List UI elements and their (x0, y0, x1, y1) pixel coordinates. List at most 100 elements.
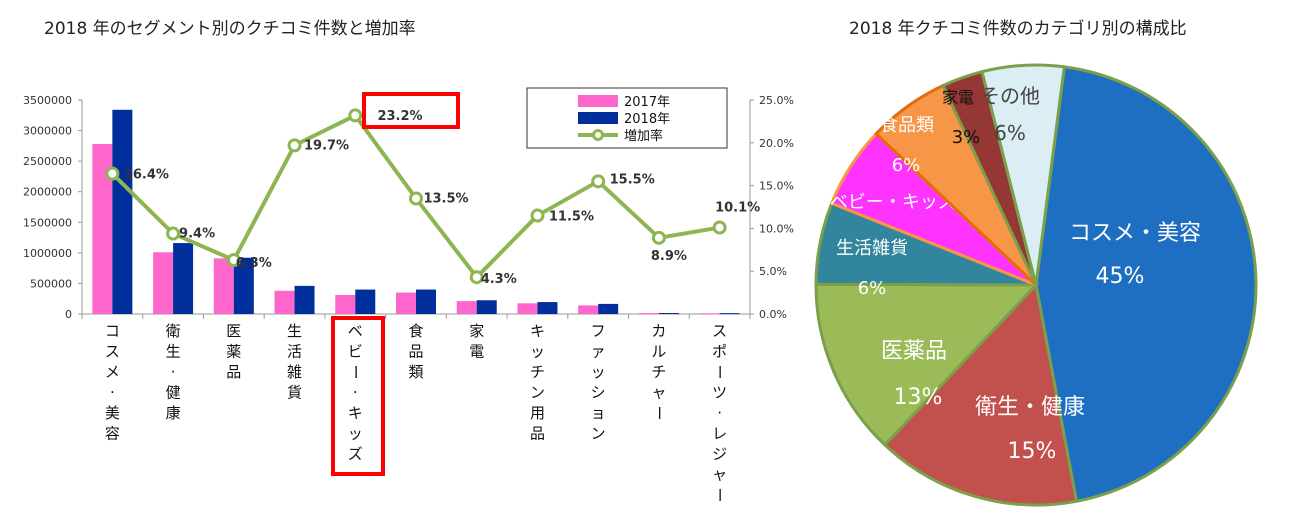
x-tick-label: 健 (166, 384, 181, 402)
bar-2018 (598, 303, 619, 314)
x-tick-label: ョ (591, 404, 606, 422)
pie-slice-value: 3% (952, 127, 981, 148)
growth-rate-point (226, 253, 241, 268)
legend-label: 2018年 (624, 112, 670, 127)
legend-label: 2017年 (624, 95, 670, 110)
y-tick-label: 1000000 (23, 247, 72, 260)
pie-slice-value: 13% (894, 385, 943, 410)
y-tick-label: 3000000 (23, 125, 72, 138)
growth-rate-label: 16.4% (124, 168, 169, 183)
x-tick-label: ャ (712, 466, 727, 484)
bar-2017 (92, 144, 113, 314)
growth-rate-label: 13.5% (423, 191, 468, 206)
growth-rate-label: 8.9% (651, 249, 687, 264)
x-tick-label: · (717, 404, 722, 422)
growth-rate-label: 23.2% (377, 109, 422, 124)
y2-tick-label: 25.0% (759, 94, 794, 107)
x-tick-label: · (171, 363, 176, 381)
x-tick-label: 家 (469, 322, 484, 340)
x-tick-label: ー (650, 405, 668, 420)
pie-slice-value: 6% (858, 278, 887, 299)
pie-slice-value: 6% (892, 155, 921, 176)
growth-rate-point (409, 191, 423, 206)
legend-box (526, 87, 728, 149)
y-tick-label: 0 (65, 308, 72, 321)
bar-2017 (699, 313, 720, 315)
pie-slice (814, 282, 1040, 447)
growth-rate-point (469, 270, 484, 285)
bar-chart-title: 2018 年のセグメント別のクチコミ件数と増加率 (44, 19, 416, 39)
growth-rate-point (712, 220, 727, 235)
y-tick-label: 500000 (30, 277, 72, 290)
x-tick-label: ポ (712, 343, 727, 361)
legend-swatch (578, 112, 618, 124)
x-tick-label: · (110, 384, 115, 402)
x-tick-label: 貨 (287, 384, 302, 402)
growth-rate-label: 19.7% (304, 138, 349, 153)
bar-2017 (153, 252, 174, 314)
bar-2018 (173, 243, 194, 314)
pie-slice (1034, 65, 1258, 503)
x-tick-label: 電 (469, 343, 484, 361)
x-tick-label: ー (346, 364, 364, 379)
bar-2018 (537, 302, 558, 314)
growth-rate-point (166, 226, 181, 241)
x-tick-label: レ (712, 425, 727, 443)
growth-rate-point (348, 108, 363, 123)
highlight-box-rate (362, 92, 460, 129)
growth-rate-point (530, 208, 545, 223)
x-tick-label: キ (348, 404, 363, 422)
x-tick-label: チ (530, 363, 545, 381)
x-tick-label: ス (712, 322, 727, 340)
pie-slice-name: 衛生・健康 (975, 395, 1085, 420)
x-tick-label: ン (530, 384, 545, 402)
x-tick-label: ベ (348, 322, 363, 340)
bar-2017 (396, 292, 416, 314)
x-tick-label: 生 (166, 343, 181, 361)
growth-rate-point (591, 174, 606, 189)
x-tick-label: ビ (348, 343, 363, 361)
y2-tick-label: 5.0% (759, 265, 787, 278)
x-tick-label: ス (105, 343, 120, 361)
x-tick-label: ン (591, 425, 606, 443)
y2-tick-label: 0.0% (759, 308, 787, 321)
x-tick-label: 雑 (287, 363, 302, 381)
x-tick-label: 用 (530, 404, 545, 422)
bar-2017 (456, 301, 477, 314)
x-tick-label: コ (105, 322, 120, 340)
x-tick-label: ル (651, 343, 666, 361)
x-tick-label: チ (651, 363, 666, 381)
bar-2017 (274, 290, 295, 314)
growth-rate-label: 15.5% (610, 172, 655, 187)
x-tick-label: 容 (105, 425, 120, 443)
x-tick-label: 康 (166, 404, 181, 422)
y2-tick-label: 15.0% (759, 180, 794, 193)
y-tick-label: 1500000 (23, 216, 72, 229)
pie-slice (882, 281, 1079, 507)
bar-2017 (335, 295, 356, 314)
x-tick-label: ジ (712, 445, 727, 463)
bar-2018 (112, 109, 133, 314)
x-tick-label: キ (530, 322, 545, 340)
legend-label: 増加率 (624, 128, 663, 144)
pie-slice-name: 医薬品 (881, 339, 947, 364)
x-tick-label: ー (711, 364, 729, 379)
bar-2018 (658, 313, 679, 315)
x-tick-label: ー (711, 487, 729, 502)
pie-chart-title: 2018 年クチコミ件数のカテゴリ別の構成比 (849, 19, 1187, 39)
bar-2018 (476, 300, 497, 314)
bar-2018 (416, 289, 436, 314)
y2-tick-label: 10.0% (759, 222, 794, 235)
pie-slice-value: 15% (1008, 439, 1057, 464)
growth-rate-label: 10.1% (715, 201, 760, 216)
y-tick-label: 2500000 (23, 155, 72, 168)
x-tick-label: 品 (530, 425, 545, 443)
bar-2017 (213, 258, 234, 314)
x-tick-label: ァ (591, 343, 606, 361)
pie-slice-value: 45% (1096, 264, 1145, 289)
pie-slice-name: 生活雑貨 (836, 238, 908, 259)
pie-slice-name: 食品類 (880, 115, 934, 136)
x-tick-label: ズ (348, 445, 363, 463)
